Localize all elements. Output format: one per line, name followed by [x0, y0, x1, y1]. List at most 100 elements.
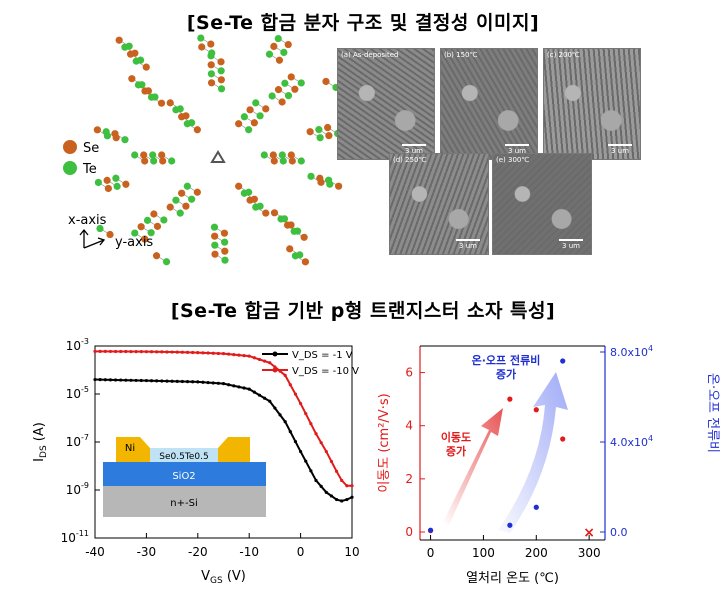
data-point: [283, 420, 287, 424]
sem-image-panel: (e) 300℃ 3 um: [492, 153, 592, 255]
data-point: [191, 350, 195, 355]
data-point: [139, 350, 143, 354]
data-point: [98, 349, 102, 353]
data-point: [288, 383, 292, 387]
data-point: [134, 350, 138, 354]
x-tick-label: 10: [344, 545, 359, 559]
inset-oxide-label: SiO2: [172, 471, 195, 482]
x-tick-label: -20: [188, 545, 208, 559]
data-point: [170, 379, 174, 383]
data-point: [144, 379, 148, 383]
series-line: [94, 378, 353, 502]
inset-channel: [140, 448, 228, 462]
data-point: [180, 350, 184, 354]
inset-electrode-right: [218, 437, 250, 462]
data-point: [185, 350, 190, 354]
left-tick-label: 6: [405, 366, 413, 380]
data-point: [175, 350, 179, 354]
data-point: [113, 378, 118, 382]
right-tick-label: 0.0: [610, 526, 628, 539]
data-point: [201, 351, 205, 355]
failed-point-marker: ×: [583, 525, 595, 541]
data-point: [221, 382, 226, 386]
data-point: [170, 350, 174, 354]
data-point: [237, 385, 241, 389]
data-point: [314, 432, 318, 436]
data-point: [139, 378, 143, 383]
data-point: [237, 353, 241, 357]
data-point: [329, 459, 334, 464]
data-point: [345, 497, 349, 502]
sem-panel-label: (a) As-deposited: [341, 51, 399, 59]
x-tick-label: 300: [578, 546, 601, 560]
data-point: [293, 392, 298, 396]
inset-electrode-left: [116, 437, 150, 462]
data-point: [206, 380, 210, 385]
data-point: [334, 497, 339, 502]
data-point: [180, 379, 184, 384]
left-tick-label: 2: [405, 472, 413, 486]
scale-bar: 3 um: [456, 239, 480, 250]
data-point: [108, 378, 113, 382]
ratio-point: [533, 504, 539, 510]
data-point: [93, 377, 97, 382]
data-point: [278, 413, 282, 417]
sem-panel-label: (b) 150℃: [444, 51, 478, 59]
sem-image-panel: (b) 150℃ 3 um: [440, 48, 538, 160]
data-point: [309, 469, 313, 473]
data-point: [196, 351, 200, 355]
data-point: [144, 350, 148, 354]
x-tick-label: -30: [137, 545, 157, 559]
data-point: [319, 441, 323, 445]
scale-bar: 3 um: [505, 144, 529, 155]
x-tick-label: 0: [297, 545, 305, 559]
scale-bar: 3 um: [608, 144, 632, 155]
data-point: [216, 381, 220, 385]
data-point: [119, 349, 123, 354]
data-point: [324, 449, 328, 454]
data-point: [309, 422, 313, 426]
top-title: [Se-Te 합금 분자 구조 및 결정성 이미지]: [186, 12, 540, 34]
data-point: [165, 379, 169, 383]
x-axis-title: 열처리 온도 (℃): [466, 571, 559, 586]
data-point: [221, 352, 226, 356]
data-point: [314, 478, 318, 483]
mobility-annotation: 증가: [446, 444, 466, 458]
bottom-title: [Se-Te 합금 기반 p형 트랜지스터 소자 특성]: [170, 300, 556, 322]
mobility-point: [560, 436, 566, 442]
sem-image-panel: (c) 200℃ 3 um: [543, 48, 641, 160]
data-point: [350, 484, 354, 488]
data-point: [252, 390, 256, 394]
ratio-annotation: 증가: [496, 367, 516, 381]
inset-oxide: [103, 462, 266, 486]
data-point: [149, 350, 154, 354]
inset-substrate-label: n+-Si: [170, 498, 197, 509]
legend-label: V_DS = -1 V: [292, 350, 353, 361]
data-point: [93, 349, 97, 353]
data-point: [257, 357, 262, 362]
legend-marker: [272, 351, 278, 357]
data-point: [345, 484, 349, 488]
x-tick-label: 0: [427, 546, 435, 560]
data-point: [124, 378, 128, 382]
data-point: [257, 393, 262, 397]
data-point: [273, 406, 277, 410]
sem-panel-label: (c) 200℃: [547, 51, 580, 59]
x-tick-label: 200: [525, 546, 548, 560]
legend-marker: [272, 367, 278, 373]
data-point: [149, 379, 154, 383]
data-point: [329, 494, 334, 498]
data-point: [252, 356, 256, 360]
data-point: [216, 351, 220, 356]
data-point: [165, 350, 169, 354]
scale-bar-label: 3 um: [459, 242, 477, 250]
data-point: [334, 469, 339, 473]
ratio-annotation: 온·오프 전류비: [472, 353, 541, 367]
data-point: [283, 373, 287, 377]
data-point: [175, 379, 179, 383]
sem-image-panel: (a) As-deposited 3 um: [337, 48, 435, 160]
left-axis-title: 이동도 (cm²/V·s): [377, 393, 392, 492]
data-point: [155, 350, 159, 354]
legend-label: V_DS = -10 V: [292, 366, 359, 377]
